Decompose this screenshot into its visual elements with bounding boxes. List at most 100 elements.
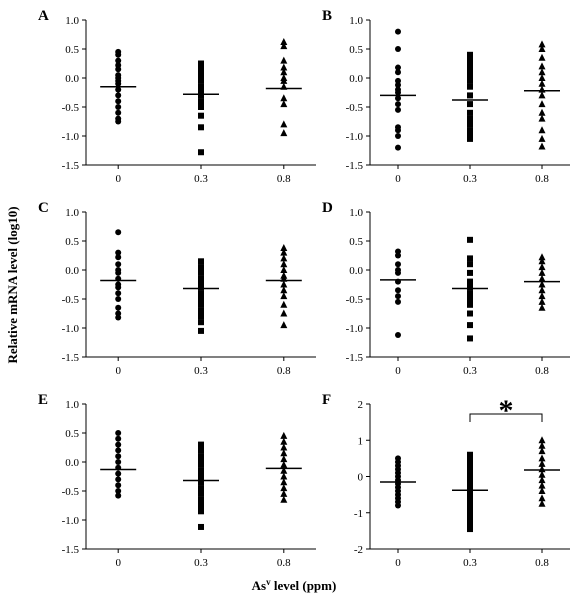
data-point — [538, 79, 546, 87]
panel-letter: C — [38, 200, 49, 216]
data-point — [280, 437, 288, 445]
data-point — [467, 517, 473, 523]
data-point — [115, 57, 122, 64]
data-point — [538, 459, 546, 467]
data-point — [538, 74, 546, 81]
data-point — [115, 92, 122, 99]
significance-bracket — [469, 413, 543, 422]
series-triangle — [265, 38, 302, 137]
y-tick-label: -1.0 — [346, 323, 364, 335]
x-tick-label: 0 — [115, 365, 121, 377]
data-point — [115, 435, 122, 442]
data-point — [198, 98, 204, 105]
data-point — [115, 284, 122, 291]
series-square — [452, 51, 488, 142]
data-point — [198, 441, 204, 448]
data-point — [198, 523, 204, 530]
data-point — [395, 269, 401, 276]
data-point — [280, 495, 288, 503]
y-tick-label: -1.5 — [346, 160, 364, 172]
x-axis-label-main: As — [252, 578, 266, 593]
series-triangle — [524, 253, 560, 311]
x-tick-label: 0 — [395, 173, 401, 185]
data-point — [280, 260, 288, 268]
series-square — [452, 236, 488, 342]
data-point — [395, 101, 401, 108]
data-point — [198, 77, 204, 84]
data-point — [280, 120, 288, 128]
x-tick-label: 0.3 — [194, 557, 208, 569]
data-point — [115, 118, 122, 125]
series-triangle — [265, 243, 302, 329]
y-tick-label: 0.5 — [65, 428, 79, 440]
data-point — [467, 513, 473, 520]
data-point — [467, 261, 473, 268]
data-point — [467, 457, 473, 464]
data-point — [198, 301, 204, 308]
data-point — [538, 53, 546, 61]
series-triangle — [265, 431, 302, 503]
data-point — [280, 129, 288, 137]
y-tick-label: 0.0 — [65, 457, 79, 469]
data-point — [115, 104, 122, 110]
x-tick-label: 0.3 — [463, 557, 477, 569]
series-square — [452, 451, 488, 533]
data-point — [395, 69, 401, 76]
x-tick-label: 0.3 — [194, 365, 208, 377]
data-point — [280, 248, 288, 256]
data-point — [198, 485, 204, 492]
data-point — [538, 286, 546, 294]
data-point — [467, 127, 473, 134]
y-tick-label: -1.0 — [62, 131, 80, 143]
data-point — [280, 460, 288, 468]
x-tick-label: 0 — [115, 557, 121, 569]
series-circle — [380, 248, 416, 338]
y-tick-label: 0.5 — [65, 44, 79, 56]
x-tick-label: 0.3 — [463, 173, 477, 185]
data-point — [538, 100, 546, 108]
data-point — [467, 296, 473, 302]
data-point — [280, 489, 288, 497]
data-point — [538, 292, 546, 300]
x-tick-label: 0.8 — [277, 557, 291, 569]
data-point — [198, 490, 204, 497]
data-point — [395, 298, 401, 305]
data-point — [115, 249, 122, 256]
data-point — [467, 255, 473, 262]
data-point — [467, 322, 473, 329]
data-point — [467, 72, 473, 79]
data-point — [280, 286, 288, 294]
data-point — [538, 257, 546, 265]
data-point — [280, 56, 288, 64]
data-point — [467, 290, 473, 297]
data-point — [115, 488, 122, 494]
data-point — [198, 149, 204, 156]
panel-letter: E — [38, 392, 48, 408]
data-point — [115, 492, 122, 499]
data-point — [115, 430, 122, 436]
data-point — [467, 301, 473, 308]
data-point — [538, 441, 546, 449]
data-point — [395, 502, 401, 509]
data-point — [198, 86, 204, 93]
panel-d: D 1.0 0.5 0.0 -0.5 -1.0 -1.5 0 0.3 0.8 — [322, 200, 570, 377]
data-point — [198, 296, 204, 302]
y-tick-label: -0.5 — [62, 102, 80, 114]
data-point — [280, 63, 288, 71]
data-point — [538, 476, 546, 484]
y-tick-label: -1 — [354, 508, 363, 520]
data-point — [280, 68, 288, 76]
series-circle — [380, 455, 416, 509]
data-point — [467, 284, 473, 291]
panel-e: E 1.0 0.5 0.0 -0.5 -1.0 -1.5 0 0.3 0.8 — [38, 392, 316, 569]
y-tick-label: -0.5 — [62, 486, 80, 498]
data-point — [467, 526, 473, 533]
data-point — [115, 441, 122, 448]
data-point — [280, 472, 288, 480]
data-point — [198, 313, 204, 320]
data-point — [280, 443, 288, 451]
data-point — [467, 77, 473, 84]
data-point — [467, 115, 473, 122]
data-point — [538, 40, 546, 48]
data-point — [538, 134, 546, 142]
